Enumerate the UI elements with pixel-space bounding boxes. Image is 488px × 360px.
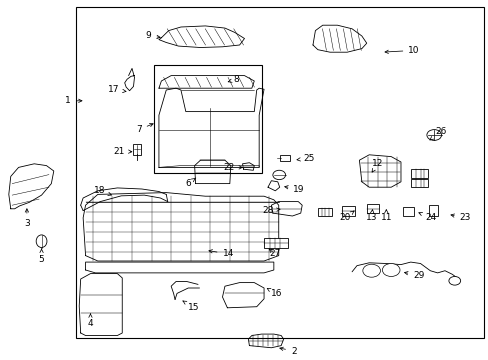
Text: 23: 23	[450, 213, 470, 222]
Circle shape	[272, 170, 285, 180]
Bar	[410, 179, 427, 187]
Bar	[76, 7, 483, 338]
Bar	[366, 204, 378, 213]
Text: 9: 9	[145, 31, 160, 40]
Text: 11: 11	[380, 210, 391, 222]
Text: 20: 20	[339, 211, 353, 222]
Text: 14: 14	[208, 249, 233, 258]
Bar	[154, 65, 261, 173]
Bar	[403, 207, 413, 216]
Bar	[410, 169, 427, 178]
Text: 29: 29	[404, 271, 424, 280]
Text: 17: 17	[108, 85, 126, 94]
Bar	[317, 208, 331, 216]
Text: 10: 10	[384, 46, 419, 55]
Circle shape	[448, 276, 460, 285]
Text: 21: 21	[113, 147, 132, 156]
Text: 5: 5	[39, 249, 44, 264]
Text: 15: 15	[183, 301, 200, 312]
Bar	[264, 238, 287, 248]
Text: 27: 27	[268, 249, 280, 258]
Text: 3: 3	[24, 209, 30, 228]
Circle shape	[382, 264, 399, 276]
Bar	[280, 155, 289, 161]
Bar	[133, 144, 141, 155]
Text: 12: 12	[371, 159, 382, 172]
Text: 16: 16	[266, 288, 282, 298]
Text: 2: 2	[279, 346, 296, 356]
Text: 25: 25	[296, 154, 314, 163]
Text: 1: 1	[65, 96, 82, 105]
Text: 18: 18	[93, 186, 111, 195]
Text: 19: 19	[284, 184, 305, 194]
Text: 24: 24	[418, 212, 436, 222]
Circle shape	[362, 264, 380, 277]
Text: 13: 13	[365, 210, 377, 222]
Text: 22: 22	[223, 163, 242, 172]
Text: 8: 8	[228, 75, 239, 84]
Bar	[428, 205, 437, 216]
Text: 6: 6	[184, 178, 195, 188]
Bar	[342, 206, 354, 216]
Circle shape	[426, 130, 441, 140]
Ellipse shape	[36, 235, 47, 248]
Text: 28: 28	[262, 206, 280, 215]
Text: 7: 7	[136, 123, 153, 134]
Text: 26: 26	[429, 127, 446, 140]
Text: 4: 4	[87, 314, 93, 328]
